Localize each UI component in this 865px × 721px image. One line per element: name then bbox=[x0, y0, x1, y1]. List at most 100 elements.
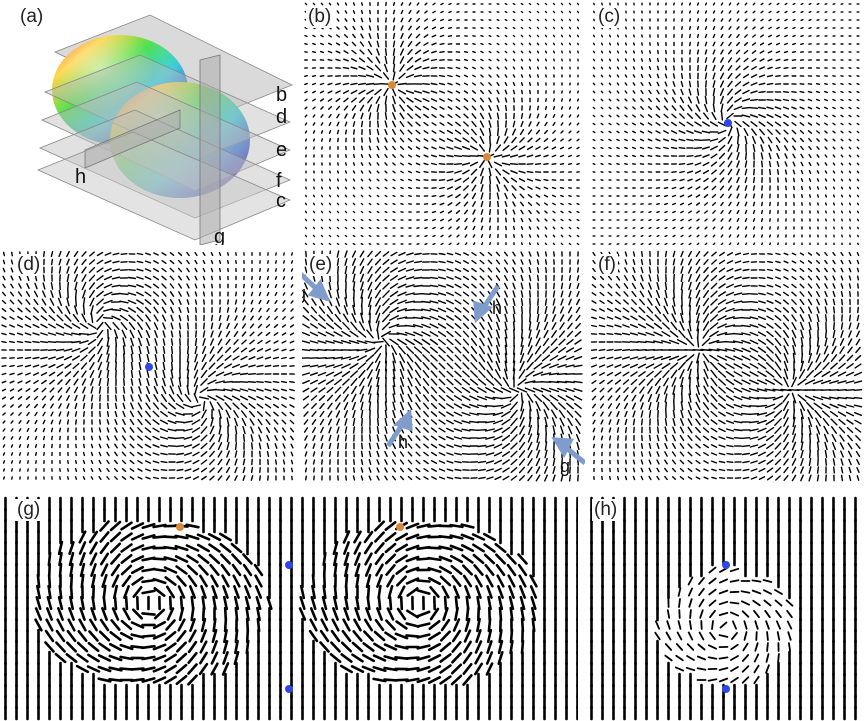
director-mark bbox=[144, 283, 152, 289]
director-mark bbox=[783, 137, 789, 143]
director-mark bbox=[344, 210, 348, 214]
director-mark bbox=[574, 410, 582, 418]
director-mark bbox=[495, 275, 501, 281]
director-mark bbox=[638, 371, 646, 377]
director-mark bbox=[678, 329, 686, 339]
director-mark bbox=[2, 291, 7, 297]
director-mark bbox=[122, 402, 126, 410]
director-mark bbox=[824, 146, 828, 150]
director-mark bbox=[592, 98, 596, 102]
director-mark bbox=[461, 395, 471, 401]
director-mark bbox=[662, 313, 670, 323]
director-mark bbox=[565, 380, 575, 384]
director-mark bbox=[397, 338, 407, 346]
director-mark bbox=[716, 348, 728, 352]
director-mark bbox=[82, 410, 86, 418]
director-mark bbox=[453, 403, 463, 409]
director-mark bbox=[544, 42, 548, 46]
director-mark bbox=[266, 276, 270, 280]
director-mark bbox=[384, 112, 388, 120]
director-mark bbox=[66, 419, 70, 425]
director-mark bbox=[202, 322, 206, 330]
director-mark bbox=[431, 210, 437, 214]
director-mark bbox=[178, 306, 182, 314]
director-mark bbox=[670, 321, 678, 331]
director-mark bbox=[615, 402, 621, 410]
director-mark bbox=[175, 436, 185, 440]
director-mark bbox=[463, 193, 469, 199]
director-mark bbox=[640, 418, 644, 426]
director-mark bbox=[360, 458, 364, 466]
director-mark bbox=[130, 402, 134, 410]
director-mark bbox=[144, 268, 152, 272]
director-mark bbox=[733, 292, 743, 296]
director-mark bbox=[413, 331, 423, 337]
director-mark bbox=[694, 121, 702, 127]
director-mark bbox=[446, 186, 454, 190]
director-mark bbox=[712, 234, 716, 238]
director-mark bbox=[176, 468, 184, 472]
director-mark bbox=[463, 185, 469, 191]
director-mark bbox=[551, 194, 557, 198]
director-mark bbox=[437, 307, 447, 313]
director-mark bbox=[845, 411, 855, 417]
director-mark bbox=[543, 474, 549, 482]
director-mark bbox=[361, 2, 363, 6]
director-mark bbox=[1, 396, 7, 400]
director-mark bbox=[81, 251, 87, 257]
director-mark bbox=[629, 332, 639, 336]
director-mark bbox=[194, 283, 198, 289]
director-mark bbox=[194, 299, 198, 305]
director-mark bbox=[351, 385, 357, 395]
director-mark bbox=[845, 396, 855, 400]
director-mark bbox=[744, 26, 748, 30]
director-mark bbox=[119, 307, 129, 313]
director-mark bbox=[544, 113, 548, 119]
slice-plane-g bbox=[199, 54, 221, 245]
director-mark bbox=[407, 113, 413, 119]
director-mark bbox=[312, 202, 316, 206]
director-mark bbox=[462, 129, 470, 135]
director-mark bbox=[493, 161, 503, 167]
director-mark bbox=[782, 400, 790, 412]
director-mark bbox=[495, 306, 501, 314]
director-mark bbox=[71, 347, 81, 353]
director-mark bbox=[265, 331, 271, 337]
director-mark bbox=[304, 26, 308, 30]
director-mark bbox=[520, 225, 524, 231]
director-mark bbox=[217, 458, 223, 466]
slice-label-h: h bbox=[75, 166, 87, 188]
director-mark bbox=[600, 66, 604, 70]
director-mark bbox=[66, 411, 70, 417]
director-mark bbox=[463, 105, 469, 111]
director-mark bbox=[312, 210, 316, 214]
director-mark bbox=[127, 276, 137, 280]
director-mark bbox=[679, 186, 685, 190]
director-mark bbox=[485, 460, 495, 464]
director-mark bbox=[696, 41, 700, 47]
director-mark bbox=[336, 418, 340, 426]
director-mark bbox=[510, 170, 518, 174]
director-mark bbox=[799, 291, 805, 297]
director-mark bbox=[218, 425, 222, 435]
director-mark bbox=[695, 258, 701, 266]
director-mark bbox=[528, 58, 532, 62]
director-mark bbox=[832, 106, 836, 110]
director-mark bbox=[576, 267, 580, 273]
director-mark bbox=[743, 127, 749, 137]
director-mark bbox=[686, 154, 694, 158]
director-mark bbox=[446, 307, 454, 313]
director-mark bbox=[302, 315, 310, 321]
director-mark bbox=[33, 395, 39, 401]
director-mark bbox=[88, 274, 96, 282]
director-mark bbox=[832, 178, 836, 182]
director-mark bbox=[200, 467, 208, 473]
director-mark bbox=[114, 427, 118, 433]
director-mark bbox=[177, 283, 183, 289]
director-mark bbox=[367, 250, 373, 258]
director-mark bbox=[152, 410, 160, 418]
director-mark bbox=[710, 145, 718, 151]
director-mark bbox=[672, 266, 676, 274]
director-mark bbox=[130, 337, 134, 347]
director-mark bbox=[291, 252, 293, 256]
